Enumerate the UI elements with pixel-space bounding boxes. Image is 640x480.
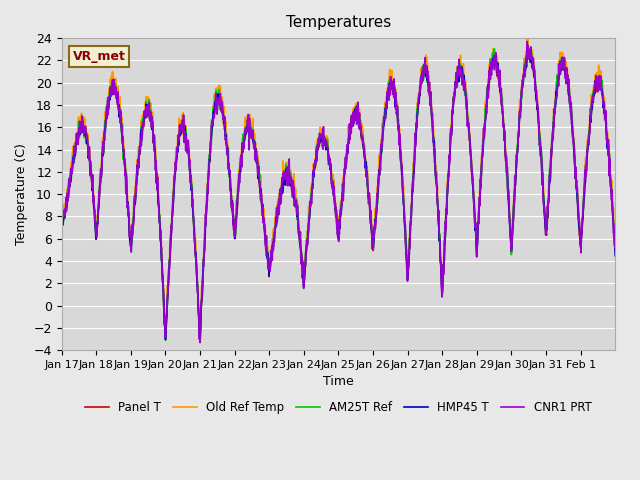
CNR1 PRT — [551, 111, 559, 117]
Old Ref Temp — [551, 103, 559, 108]
Panel T — [58, 222, 65, 228]
HMP45 T — [605, 152, 612, 158]
CNR1 PRT — [196, 340, 204, 346]
Line: HMP45 T: HMP45 T — [61, 49, 615, 339]
Panel T — [605, 154, 612, 159]
AM25T Ref — [611, 247, 619, 252]
HMP45 T — [58, 222, 65, 228]
Line: AM25T Ref: AM25T Ref — [61, 44, 615, 340]
Old Ref Temp — [145, 94, 152, 100]
Panel T — [324, 150, 332, 156]
CNR1 PRT — [324, 149, 332, 155]
AM25T Ref — [58, 219, 65, 225]
Legend: Panel T, Old Ref Temp, AM25T Ref, HMP45 T, CNR1 PRT: Panel T, Old Ref Temp, AM25T Ref, HMP45 … — [81, 396, 596, 419]
Old Ref Temp — [314, 143, 321, 149]
AM25T Ref — [314, 144, 321, 149]
CNR1 PRT — [314, 142, 321, 148]
Panel T — [314, 147, 321, 153]
AM25T Ref — [524, 41, 531, 47]
Y-axis label: Temperature (C): Temperature (C) — [15, 143, 28, 245]
Panel T — [551, 111, 559, 117]
Old Ref Temp — [58, 216, 65, 221]
Panel T — [469, 187, 477, 193]
CNR1 PRT — [605, 144, 612, 150]
Panel T — [196, 340, 204, 346]
Line: Old Ref Temp: Old Ref Temp — [61, 37, 615, 339]
HMP45 T — [611, 253, 619, 259]
AM25T Ref — [324, 153, 332, 159]
Text: VR_met: VR_met — [73, 50, 125, 63]
X-axis label: Time: Time — [323, 375, 354, 388]
CNR1 PRT — [611, 244, 619, 250]
AM25T Ref — [162, 337, 170, 343]
AM25T Ref — [605, 153, 612, 158]
CNR1 PRT — [58, 219, 65, 225]
HMP45 T — [551, 108, 559, 113]
Old Ref Temp — [611, 242, 619, 248]
HMP45 T — [162, 336, 170, 342]
AM25T Ref — [469, 186, 477, 192]
CNR1 PRT — [145, 102, 152, 108]
Old Ref Temp — [524, 34, 532, 40]
HMP45 T — [145, 109, 152, 115]
CNR1 PRT — [524, 39, 531, 45]
Title: Temperatures: Temperatures — [286, 15, 391, 30]
Line: Panel T: Panel T — [61, 49, 615, 343]
Old Ref Temp — [324, 139, 332, 145]
Panel T — [145, 111, 152, 117]
Panel T — [525, 47, 533, 52]
Panel T — [611, 249, 619, 254]
Old Ref Temp — [605, 150, 612, 156]
CNR1 PRT — [469, 177, 477, 183]
Old Ref Temp — [196, 336, 204, 342]
HMP45 T — [314, 145, 321, 151]
AM25T Ref — [145, 109, 152, 115]
Line: CNR1 PRT: CNR1 PRT — [61, 42, 615, 343]
HMP45 T — [469, 187, 477, 192]
HMP45 T — [324, 148, 332, 154]
Old Ref Temp — [469, 186, 477, 192]
HMP45 T — [525, 47, 533, 52]
AM25T Ref — [551, 111, 559, 117]
